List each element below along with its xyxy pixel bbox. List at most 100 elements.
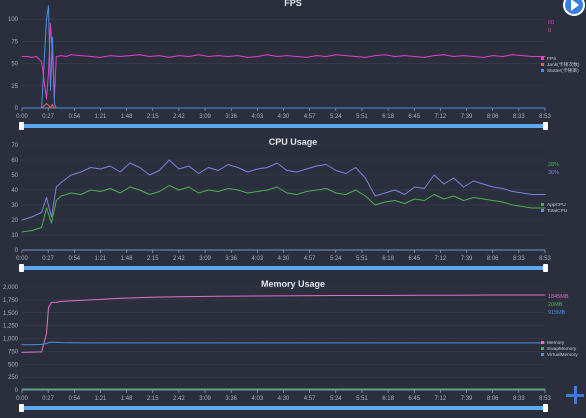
series-line-fps (22, 23, 545, 100)
data-point (315, 107, 317, 109)
data-point (46, 332, 48, 334)
data-point (512, 107, 514, 109)
data-point (463, 107, 465, 109)
data-point (355, 167, 357, 168)
x-tick-label: 0:54 (68, 396, 80, 402)
data-point (256, 295, 258, 297)
data-point (364, 56, 366, 58)
data-point (296, 194, 298, 195)
time-range-slider[interactable] (19, 122, 548, 130)
data-point (80, 171, 82, 173)
data-point (65, 107, 67, 109)
data-point (119, 342, 121, 344)
data-point (217, 191, 219, 192)
x-tick-label: 3:09 (199, 114, 211, 120)
series-line-memory (21, 294, 545, 353)
data-point (463, 186, 465, 188)
data-point (217, 55, 219, 57)
legend-swatch (541, 347, 544, 350)
data-point (55, 107, 57, 109)
data-point (286, 192, 288, 194)
data-point (296, 295, 298, 297)
x-tick-label: 1:48 (121, 114, 133, 120)
x-tick-label: 0:54 (68, 256, 80, 262)
data-point (237, 107, 239, 109)
data-point (90, 55, 92, 57)
data-point (53, 103, 55, 105)
data-point (306, 56, 308, 58)
data-point (227, 188, 229, 189)
data-point (276, 55, 278, 57)
data-point (413, 186, 415, 188)
data-point (41, 61, 43, 63)
data-point (158, 170, 160, 171)
slider-handle-right (543, 404, 548, 412)
data-point (325, 164, 327, 165)
legend-label: TotalCPU (547, 208, 568, 214)
data-point (256, 107, 258, 109)
x-tick-label: 5:51 (356, 114, 368, 120)
x-tick-label: 0:54 (68, 114, 80, 120)
data-point (374, 195, 376, 197)
x-tick-label: 6:45 (408, 396, 420, 402)
time-range-slider[interactable] (19, 264, 548, 272)
play-icon[interactable] (563, 0, 585, 16)
data-point (49, 107, 51, 109)
data-point (31, 56, 33, 58)
data-point (139, 189, 141, 191)
data-point (492, 55, 494, 57)
data-point (247, 107, 249, 109)
data-point (55, 301, 57, 303)
data-point (256, 191, 258, 192)
data-point (266, 167, 268, 168)
data-point (384, 107, 386, 109)
x-tick-label: 1:21 (95, 114, 107, 120)
data-point (60, 55, 62, 57)
y-tick-label: 20 (11, 218, 18, 224)
x-tick-label: 4:03 (252, 396, 264, 402)
x-tick-label: 4:30 (278, 114, 290, 120)
time-range-slider[interactable] (19, 404, 548, 412)
add-icon[interactable] (566, 386, 584, 404)
data-point (286, 55, 288, 57)
x-tick-label: 6:45 (408, 256, 420, 262)
data-point (21, 231, 23, 233)
legend-swatch (541, 63, 544, 66)
data-point (31, 107, 33, 109)
data-point (99, 388, 101, 390)
data-point (217, 388, 219, 390)
chart-title: CPU Usage (269, 137, 318, 147)
data-point (36, 55, 38, 57)
data-point (149, 342, 151, 344)
data-point (482, 183, 484, 185)
x-tick-label: 1:21 (95, 396, 107, 402)
slider-handle-left (19, 122, 24, 130)
data-point (178, 107, 180, 109)
data-point (207, 55, 209, 57)
data-point (443, 107, 445, 109)
legend-label: AppCPU (547, 202, 566, 208)
data-point (99, 298, 101, 300)
series-line-stutter (22, 5, 545, 109)
y-tick-label: 1,500 (3, 311, 19, 317)
data-point (90, 107, 92, 109)
x-tick-label: 7:39 (461, 396, 473, 402)
data-point (119, 171, 121, 173)
data-point (237, 189, 239, 191)
data-point (364, 107, 366, 109)
data-point (47, 342, 49, 344)
data-point (335, 54, 337, 56)
data-point (149, 107, 151, 109)
data-point (335, 192, 337, 194)
y-tick-label: 40 (11, 188, 18, 194)
data-point (266, 54, 268, 56)
x-tick-label: 6:18 (382, 256, 394, 262)
data-point (99, 107, 101, 109)
x-tick-label: 0:27 (42, 396, 54, 402)
data-point (531, 207, 533, 209)
x-tick-label: 2:42 (173, 114, 185, 120)
data-point (544, 194, 546, 195)
data-point (512, 191, 514, 192)
data-point (129, 55, 131, 57)
data-point (21, 344, 23, 346)
